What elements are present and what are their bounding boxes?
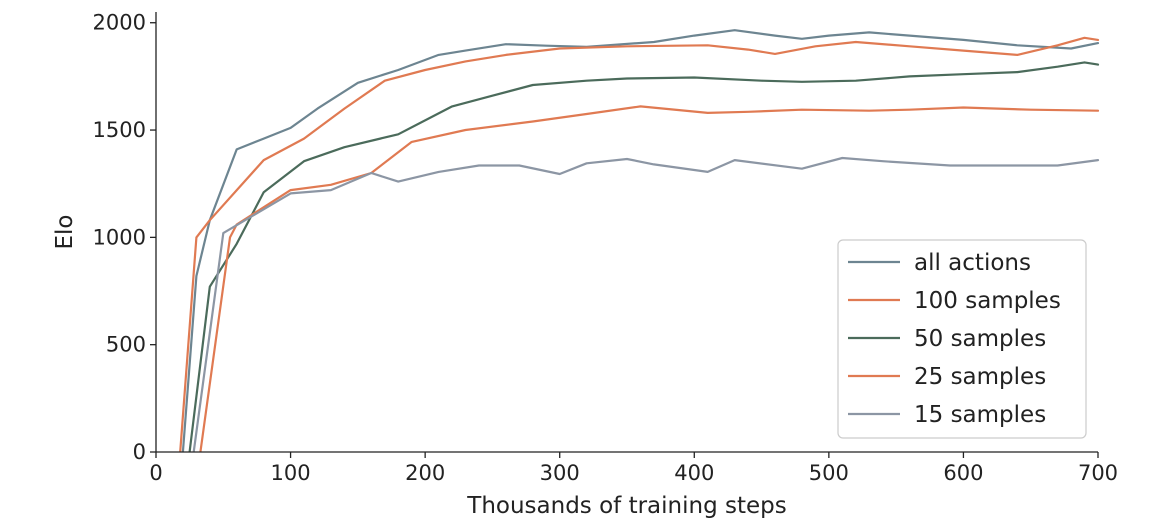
y-tick-label: 1000 [93,225,146,249]
x-ticks: 0 100 200 300 400 500 600 700 [149,452,1118,485]
y-tick-label: 500 [106,333,146,357]
legend: all actions 100 samples 50 samples 25 sampl… [837,239,1087,439]
x-axis-label: Thousands of training steps [466,493,786,519]
legend-label-1: all actions [914,250,1031,276]
legend-label-3: 50 samples [914,326,1046,352]
y-tick-label: 0 [133,440,146,464]
legend-label-5: 15 samples [914,402,1046,428]
x-tick-label: 100 [271,461,311,485]
legend-label-2: 100 samples [914,288,1061,314]
y-ticks: 0 500 1000 1500 2000 [93,11,156,464]
x-tick-label: 500 [809,461,849,485]
legend-label-4: 25 samples [914,364,1046,390]
axes [155,12,1098,453]
series-line-3 [188,61,1100,452]
x-tick-label: 300 [540,461,580,485]
x-tick-label: 200 [405,461,445,485]
series-line-2 [179,36,1100,452]
y-axis-label: Elo [52,215,78,250]
x-tick-label: 700 [1078,461,1118,485]
series-layer [179,29,1100,452]
legend-box [837,239,1087,439]
x-tick-label: 0 [149,461,162,485]
series-line-1 [181,29,1100,452]
x-tick-label: 400 [674,461,714,485]
x-tick-label: 600 [943,461,983,485]
series-line-5 [192,156,1100,452]
y-tick-label: 2000 [93,11,146,35]
series-line-4 [199,105,1100,452]
y-tick-label: 1500 [93,118,146,142]
